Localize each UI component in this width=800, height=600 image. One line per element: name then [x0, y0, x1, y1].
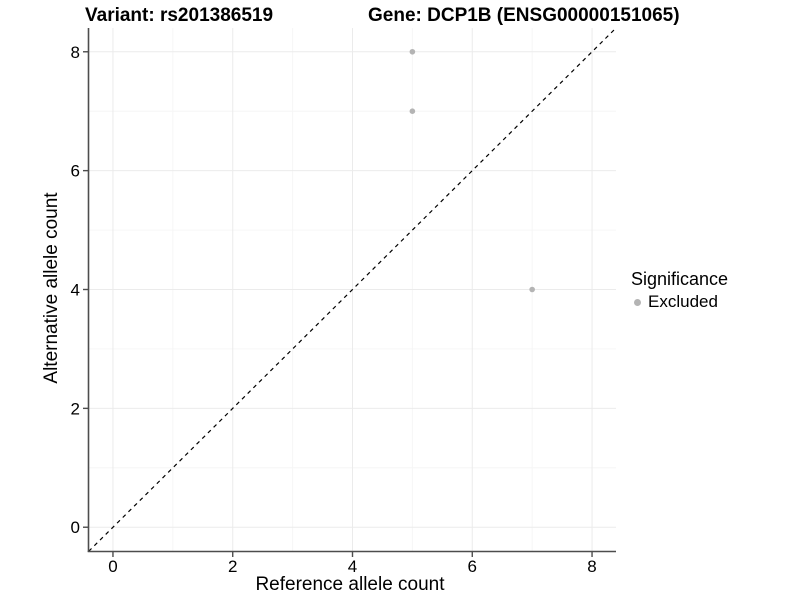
x-axis-label: Reference allele count	[255, 574, 445, 595]
legend-item-excluded: Excluded	[631, 292, 728, 312]
legend: Significance Excluded	[631, 269, 728, 312]
y-tick-label: 4	[71, 281, 80, 300]
y-tick-label: 6	[71, 162, 80, 181]
gene-title: Gene: DCP1B (ENSG00000151065)	[368, 5, 680, 26]
y-tick-label: 8	[71, 43, 80, 62]
x-tick-label: 0	[108, 557, 117, 576]
data-point	[529, 286, 535, 293]
data-point	[409, 108, 416, 115]
x-tick-label: 6	[468, 557, 477, 576]
x-tick-label: 2	[228, 557, 237, 576]
data-point	[409, 48, 416, 55]
legend-point-icon	[634, 298, 641, 306]
y-tick-label: 0	[71, 518, 80, 537]
identity-line	[89, 28, 616, 551]
x-tick-label: 4	[348, 557, 357, 576]
legend-item-label: Excluded	[648, 292, 718, 311]
x-tick-label: 8	[587, 557, 596, 576]
variant-title: Variant: rs201386519	[85, 5, 274, 26]
y-tick-label: 2	[71, 399, 80, 418]
y-axis-label: Alternative allele count	[41, 192, 62, 384]
legend-title: Significance	[631, 269, 729, 289]
